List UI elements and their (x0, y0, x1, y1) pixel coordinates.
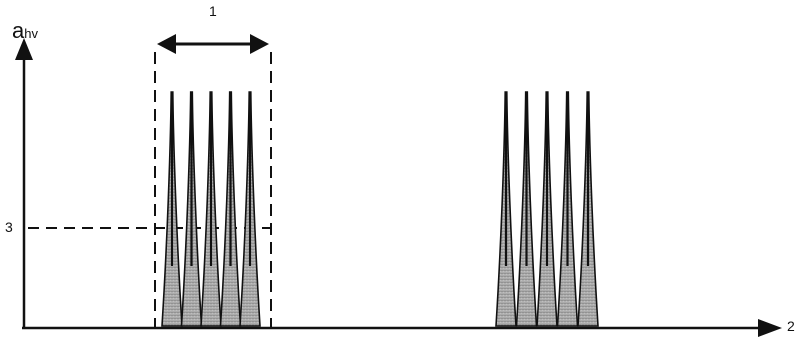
pulse-group-second (495, 91, 599, 327)
x-axis-marker-label: 2 (787, 318, 795, 334)
y-axis-label: ahv (12, 18, 38, 44)
y-axis-arrowhead (15, 38, 33, 60)
x-axis-arrowhead (758, 319, 782, 337)
pulse-group-first (161, 91, 261, 327)
y-axis-label-subscript: hv (24, 26, 38, 41)
threshold-marker-label: 3 (5, 219, 13, 235)
width-double-arrow-right-head (250, 34, 269, 54)
y-axis-label-main: a (12, 18, 25, 43)
width-double-arrow-left-head (157, 34, 176, 54)
width-marker-label: 1 (209, 3, 217, 19)
